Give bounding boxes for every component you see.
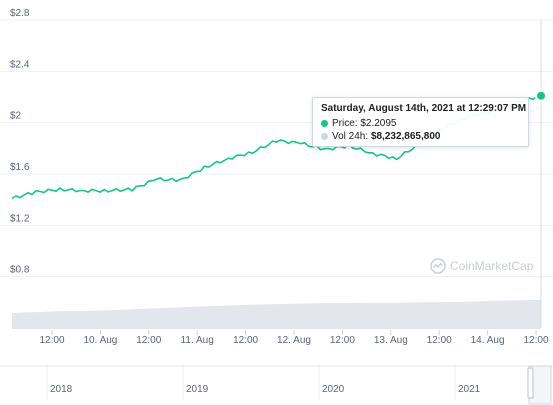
navigator[interactable]: 2018 2019 2020 2021 xyxy=(0,365,553,405)
navigator-grip-left[interactable] xyxy=(527,367,534,399)
watermark: CoinMarketCap xyxy=(430,258,533,274)
tooltip-volume-label: Vol 24h: xyxy=(332,131,369,142)
hover-point xyxy=(535,89,547,102)
x-tick-label: 12. Aug xyxy=(277,335,311,346)
tooltip-volume-row: Vol 24h: $8,232,865,800 xyxy=(321,130,520,143)
tooltip-price-row: Price: $2.2095 xyxy=(321,117,520,130)
y-tick-label: $2.8 xyxy=(10,8,30,19)
volume-dot-icon xyxy=(321,132,328,140)
navigator-ticks: 2018 2019 2020 2021 xyxy=(46,366,481,400)
x-axis-ticks: 12:00 10. Aug 12:00 11. Aug 12:00 12. Aug 12:0… xyxy=(39,330,549,346)
y-tick-label: $0.8 xyxy=(10,265,30,276)
navigator-tick-label: 2020 xyxy=(322,384,345,395)
y-tick-label: $2 xyxy=(10,111,22,122)
x-tick-label: 12:00 xyxy=(427,335,452,346)
tooltip-price-label: Price: xyxy=(332,118,358,129)
x-tick-label: 12:00 xyxy=(330,335,355,346)
y-tick-label: $1.6 xyxy=(10,162,30,173)
tooltip-title: Saturday, August 14th, 2021 at 12:29:07 … xyxy=(321,103,527,114)
x-tick-label: 10. Aug xyxy=(83,335,117,346)
watermark-text: CoinMarketCap xyxy=(450,259,534,273)
x-tick-label: 12:00 xyxy=(233,335,258,346)
x-tick-label: 14. Aug xyxy=(471,335,505,346)
y-axis-ticks: $0.8 $1.2 $1.6 $2 $2.4 $2.8 xyxy=(10,8,30,276)
price-dot-icon xyxy=(321,119,328,127)
navigator-tick-label: 2018 xyxy=(50,384,73,395)
navigator-tick-label: 2021 xyxy=(458,384,481,395)
coinmarketcap-logo-icon xyxy=(430,258,446,274)
x-tick-label: 12:00 xyxy=(39,335,64,346)
x-tick-label: 13. Aug xyxy=(374,335,408,346)
y-tick-label: $1.2 xyxy=(10,213,30,224)
x-tick-label: 12:00 xyxy=(523,335,548,346)
volume-area xyxy=(12,299,541,329)
navigator-tick-label: 2019 xyxy=(186,384,209,395)
y-tick-label: $2.4 xyxy=(10,59,30,70)
grid-lines xyxy=(0,19,553,278)
tooltip: Saturday, August 14th, 2021 at 12:29:07 … xyxy=(312,97,529,147)
x-tick-label: 11. Aug xyxy=(181,335,214,346)
tooltip-price-value: $2.2095 xyxy=(360,118,397,129)
tooltip-volume-value: $8,232,865,800 xyxy=(370,131,441,142)
x-tick-label: 12:00 xyxy=(136,335,161,346)
